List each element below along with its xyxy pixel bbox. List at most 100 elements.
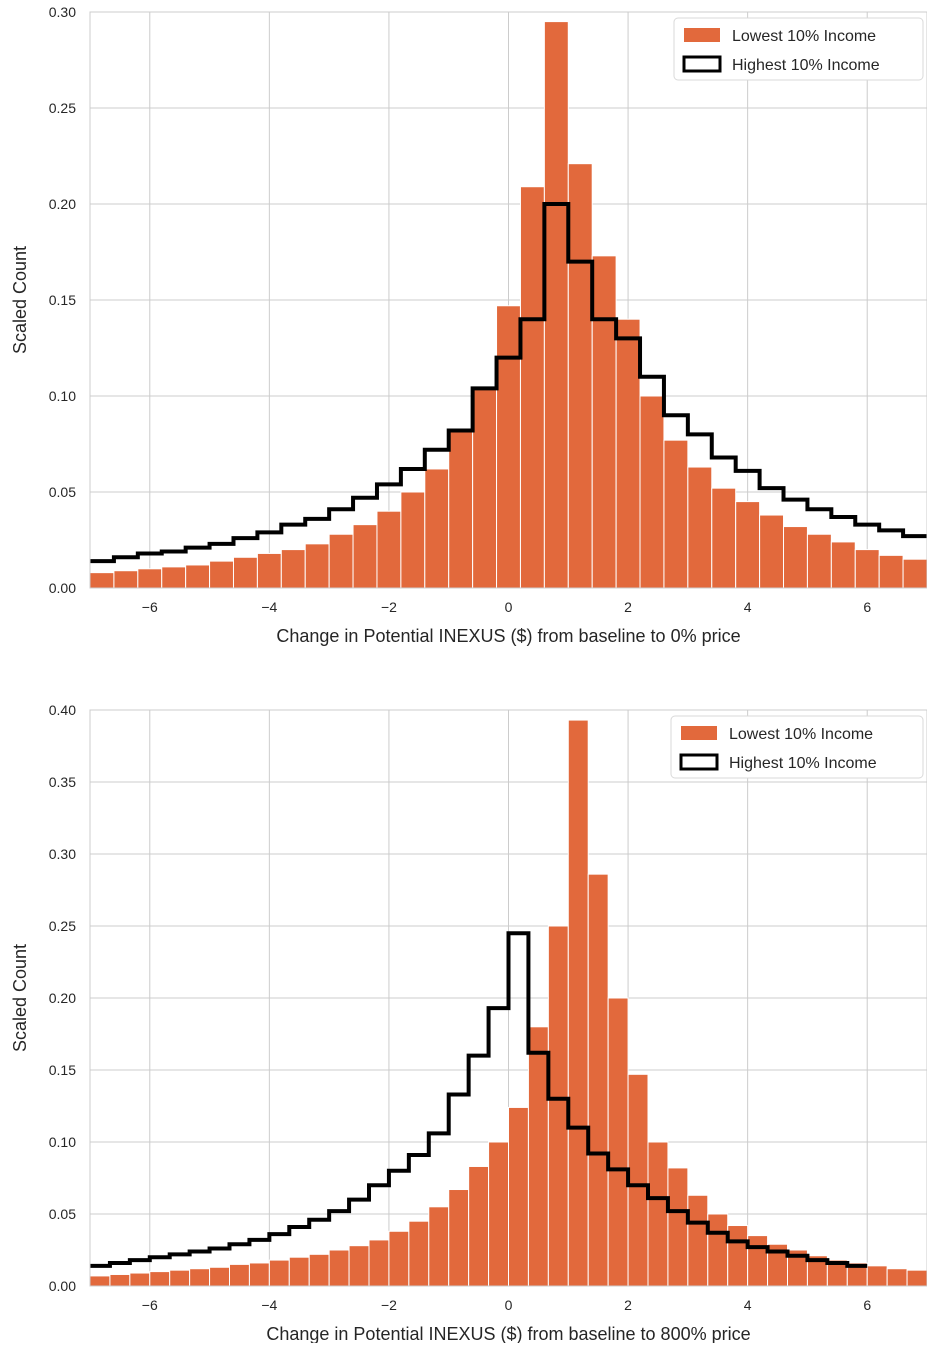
histogram-bar (185, 564, 211, 589)
x-tick-label: 0 (505, 1297, 513, 1313)
y-tick-label: 0.05 (49, 484, 76, 500)
histogram-bar (288, 1256, 310, 1287)
top-histogram-chart: −6 −4 −2 0 2 4 6 0.00 0.05 0.10 0.15 0.20 0.25 0.30 Ch… (10, 4, 927, 646)
x-tick-label: −6 (142, 599, 158, 615)
histogram-bar (368, 1239, 390, 1287)
histogram-bar (408, 1220, 430, 1287)
histogram-bar (448, 1189, 470, 1287)
histogram-bar (567, 719, 589, 1287)
histogram-bar (189, 1268, 211, 1287)
x-tick-label: 4 (744, 1297, 752, 1313)
histogram-bar (400, 491, 426, 589)
legend-label-lowest: Lowest 10% Income (732, 28, 876, 45)
x-axis-label: Change in Potential INEXUS ($) from base… (266, 1324, 750, 1343)
x-tick-label: −2 (381, 1297, 397, 1313)
y-tick-label: 0.00 (49, 1278, 76, 1294)
bottom-histogram-panel: −6 −4 −2 0 2 4 6 0.00 0.05 0.10 0.15 0.20 0.25 0.30 0.… (0, 690, 927, 1344)
histogram-bar (304, 543, 330, 589)
histogram-bar (735, 501, 761, 589)
histogram-bar (607, 997, 629, 1287)
histogram-bar (352, 524, 378, 589)
plot-frame (89, 11, 927, 589)
histogram-bar (232, 556, 258, 589)
legend: Lowest 10% Income Highest 10% Income (670, 715, 924, 779)
histogram-bar (866, 1265, 888, 1287)
histogram-bar (468, 1165, 490, 1287)
y-tick-label: 0.15 (49, 1062, 76, 1078)
histogram-bar (627, 1073, 649, 1287)
y-tick-label: 0.20 (49, 990, 76, 1006)
histogram-bar (878, 554, 904, 589)
bottom-histogram-chart: −6 −4 −2 0 2 4 6 0.00 0.05 0.10 0.15 0.20 0.25 0.30 0.… (10, 702, 927, 1344)
histogram-bar (428, 1206, 450, 1287)
x-tick-label: −4 (261, 1297, 277, 1313)
histogram-bar (161, 566, 187, 589)
histogram-bar (854, 549, 880, 589)
histogram-bar (727, 1225, 749, 1287)
histogram-bar (687, 466, 713, 589)
x-tick-label: 2 (624, 599, 632, 615)
legend-label-highest: Highest 10% Income (732, 57, 880, 74)
y-tick-label: 0.40 (49, 702, 76, 718)
histogram-bar (280, 549, 306, 589)
legend-swatch-highest (679, 753, 719, 771)
histogram-bar (527, 1026, 549, 1287)
histogram-bar (591, 255, 617, 589)
histogram-bar (663, 439, 689, 589)
histogram-bar (256, 552, 282, 589)
histogram-bar (615, 318, 641, 589)
x-tick-label: −6 (142, 1297, 158, 1313)
histogram-bar (424, 468, 450, 589)
histogram-bar (886, 1268, 908, 1287)
histogram-bar (830, 541, 856, 589)
legend-label-lowest: Lowest 10% Income (729, 726, 873, 743)
histogram-bar (906, 1269, 927, 1287)
y-tick-label: 0.15 (49, 292, 76, 308)
histogram-bar (747, 1235, 769, 1287)
y-tick-label: 0.10 (49, 388, 76, 404)
histogram-bar (89, 1275, 111, 1287)
y-tick-label: 0.25 (49, 100, 76, 116)
histogram-bar (209, 1266, 230, 1287)
legend-swatch-highest (682, 55, 722, 73)
y-tick-label: 0.10 (49, 1134, 76, 1150)
histogram-bar (543, 21, 569, 589)
histogram-bar (759, 514, 785, 589)
histogram-bar (707, 1213, 729, 1287)
histogram-bar (508, 1106, 529, 1287)
histogram-bar (169, 1269, 191, 1287)
legend: Lowest 10% Income Highest 10% Income (673, 17, 924, 81)
histogram-bar (639, 395, 665, 589)
x-tick-label: 4 (744, 599, 752, 615)
x-tick-label: 6 (863, 599, 871, 615)
y-tick-label: 0.00 (49, 580, 76, 596)
histogram-bar (89, 572, 115, 589)
histogram-bar (472, 387, 498, 589)
y-tick-label: 0.20 (49, 196, 76, 212)
histogram-bar (209, 560, 234, 589)
histogram-bar (388, 1230, 410, 1287)
x-tick-label: −4 (261, 599, 277, 615)
histogram-bar (137, 568, 163, 589)
legend-swatch-lowest (681, 726, 717, 740)
histogram-bar (496, 305, 521, 589)
y-tick-label: 0.05 (49, 1206, 76, 1222)
x-tick-label: −2 (381, 599, 397, 615)
histogram-bar (328, 1249, 350, 1287)
x-tick-label: 6 (863, 1297, 871, 1313)
histogram-bar (488, 1141, 510, 1287)
histogram-bar (547, 925, 569, 1287)
histogram-bar (647, 1141, 669, 1287)
lowest-income-bars (89, 21, 927, 589)
histogram-bar (687, 1194, 709, 1287)
x-tick-label: 2 (624, 1297, 632, 1313)
legend-label-highest: Highest 10% Income (729, 755, 877, 772)
histogram-bar (328, 533, 354, 589)
histogram-bar (783, 526, 808, 589)
y-axis-label: Scaled Count (10, 944, 30, 1052)
histogram-bar (308, 1253, 330, 1287)
lowest-income-bars (89, 719, 927, 1287)
histogram-bar (248, 1262, 270, 1287)
histogram-bar (113, 570, 139, 589)
histogram-bar (268, 1259, 290, 1287)
